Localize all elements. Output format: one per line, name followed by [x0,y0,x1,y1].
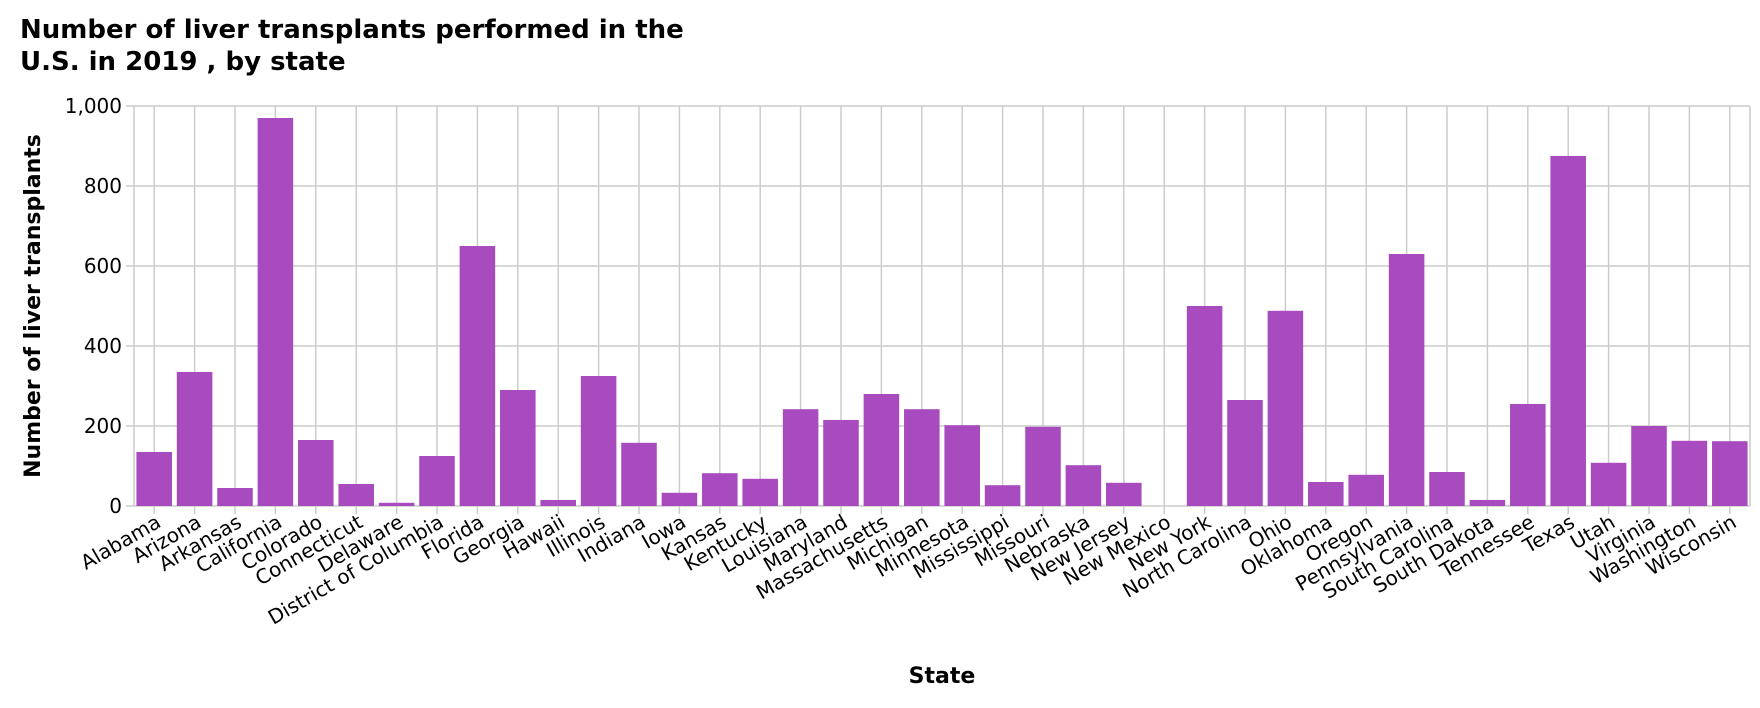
bar-louisiana [782,409,819,506]
bar-michigan [904,409,940,506]
bar-tennessee [1510,404,1546,506]
y-tick-label: 400 [84,334,122,358]
bar-alabama [136,452,172,506]
y-tick-label: 200 [84,414,122,438]
chart-title: Number of liver transplants performed in… [20,15,684,77]
bar-district-of-columbia [419,456,455,506]
bar-delaware [378,502,415,506]
bar-wisconsin [1712,441,1748,506]
bar-indiana [621,442,657,506]
bar-new-jersey [1106,482,1142,506]
bar-minnesota [944,425,980,506]
bar-south-carolina [1429,472,1465,506]
bar-oklahoma [1308,482,1344,506]
bar-iowa [661,492,698,506]
bar-illinois [580,376,617,506]
bar-colorado [298,440,334,506]
x-axis-label: State [909,664,976,689]
bar-kentucky [742,478,778,506]
bar-mississippi [984,485,1021,506]
bar-arkansas [217,488,253,506]
y-tick-label: 600 [84,254,122,278]
bar-texas [1550,156,1586,506]
bar-hawaii [540,500,576,506]
bar-nebraska [1065,465,1102,506]
bar-washington [1671,440,1708,506]
bar-california [257,118,294,506]
bar-virginia [1631,426,1667,506]
bar-utah [1590,462,1627,506]
bar-missouri [1025,426,1061,506]
bar-maryland [823,420,859,506]
x-axis-ticks: AlabamaArizonaArkansasCaliforniaColorado… [76,509,1740,629]
bar-georgia [500,390,536,506]
bar-connecticut [338,484,374,506]
bar-layer [136,118,1748,506]
y-axis-label: Number of liver transplants [21,134,46,478]
y-axis-ticks: 0 200 400 600 800 1,000 [65,94,122,518]
bar-south-dakota [1469,500,1506,506]
bar-massachusetts [863,394,900,506]
bar-oregon [1348,474,1384,506]
bar-new-york [1186,306,1223,506]
bar-ohio [1267,310,1304,506]
y-tick-label: 800 [84,174,122,198]
bar-arizona [176,372,213,506]
bar-florida [459,246,496,506]
bar-north-carolina [1227,400,1263,506]
bar-kansas [702,473,738,506]
y-tick-label: 1,000 [65,94,122,118]
y-tick-label: 0 [109,494,122,518]
bar-pennsylvania [1388,254,1425,506]
